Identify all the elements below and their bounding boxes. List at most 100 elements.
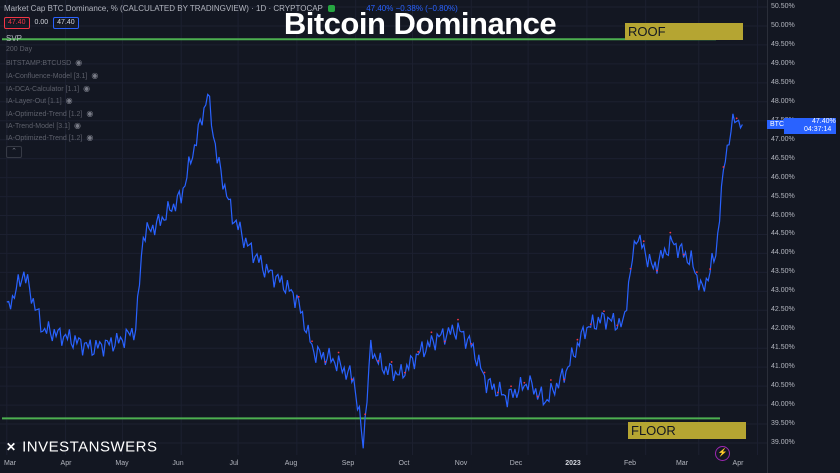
symbol-header: Market Cap BTC Dominance, % (CALCULATED …: [4, 4, 458, 13]
trend-marker: [470, 342, 473, 345]
symbol-description[interactable]: Market Cap BTC Dominance, % (CALCULATED …: [4, 4, 323, 13]
trend-marker: [350, 378, 353, 381]
price-tick-label: 48.00%: [771, 97, 795, 105]
price-tick-label: 40.00%: [771, 401, 795, 409]
trend-marker: [563, 378, 566, 381]
price-tick-label: 39.50%: [771, 420, 795, 428]
svp-indicator[interactable]: SVP: [6, 34, 23, 43]
trend-marker: [642, 240, 645, 243]
price-tick-label: 44.00%: [771, 249, 795, 257]
eye-icon[interactable]: ◉: [83, 84, 91, 93]
indicator-item[interactable]: IA-DCA-Calculator [1.1] ◉: [6, 84, 90, 93]
time-tick-label: May: [115, 460, 129, 467]
price-tick-label: 50.50%: [771, 3, 795, 10]
price-tick-label: 48.50%: [771, 78, 795, 86]
price-tick-label: 40.50%: [771, 382, 795, 390]
price-tick-label: 49.00%: [771, 59, 795, 67]
eye-icon[interactable]: ◉: [73, 121, 81, 130]
time-tick-label: Sep: [341, 460, 355, 467]
time-tick-label: Dec: [509, 460, 523, 467]
trend-marker: [656, 269, 658, 272]
eye-icon[interactable]: ◉: [75, 58, 83, 67]
trend-marker: [709, 268, 712, 270]
trend-marker: [443, 340, 446, 343]
indicator-label: IA-Optimized-Trend [1.2]: [6, 135, 83, 142]
indicator-item[interactable]: IA-Trend-Model [3.1] ◉: [6, 121, 81, 130]
trend-marker: [616, 324, 619, 327]
collapse-legend-button[interactable]: ⌃: [6, 146, 22, 158]
last-price-value: 47.40%: [812, 118, 836, 125]
time-tick-label: Mar: [675, 460, 689, 467]
buy-price-button[interactable]: 47.40: [53, 17, 79, 29]
trend-marker: [390, 361, 393, 363]
trend-marker: [430, 331, 433, 334]
lightning-icon[interactable]: ⚡: [715, 446, 730, 461]
trend-marker: [324, 360, 327, 363]
trend-marker: [337, 351, 340, 354]
price-tick-label: 43.50%: [771, 268, 795, 276]
indicator-item[interactable]: BITSTAMP:BTCUSD ◉: [6, 58, 82, 67]
price-tick-label: 41.00%: [771, 363, 795, 371]
floor-label: FLOOR: [628, 422, 746, 439]
price-tick-label: 49.50%: [771, 40, 795, 48]
trend-marker: [417, 350, 420, 353]
indicator-item[interactable]: 200 Day: [6, 46, 32, 53]
time-tick-label: Nov: [454, 460, 468, 467]
time-tick-label: Aug: [284, 460, 298, 467]
time-tick-label: Mar: [3, 460, 17, 467]
time-tick-label: Feb: [623, 460, 637, 467]
price-tick-label: 39.00%: [771, 439, 795, 446]
trend-marker: [377, 360, 380, 362]
price-tick-label: 47.00%: [771, 135, 795, 143]
price-tick-label: 42.50%: [771, 306, 795, 314]
last-price-badge: 47.40% 04:37:14: [784, 118, 836, 134]
trend-marker: [496, 391, 499, 394]
brand-mark-icon: ✕: [6, 439, 17, 454]
eye-icon[interactable]: ◉: [86, 109, 94, 118]
indicator-item[interactable]: IA-Optimized-Trend [1.2] ◉: [6, 109, 93, 118]
trend-marker: [457, 318, 459, 321]
time-tick-label: Apr: [60, 460, 72, 467]
trend-marker: [404, 371, 406, 374]
market-status-icon: [327, 5, 335, 13]
trend-marker: [695, 271, 698, 274]
trend-marker: [589, 323, 592, 326]
indicator-label: IA-Trend-Model [3.1]: [6, 123, 70, 130]
eye-icon[interactable]: ◉: [86, 133, 94, 142]
price-axis[interactable]: [767, 0, 840, 473]
price-tick-label: 42.00%: [771, 325, 795, 333]
price-tick-label: 41.50%: [771, 344, 795, 352]
trend-marker: [364, 413, 366, 416]
sell-price-button[interactable]: 47.40: [4, 17, 30, 29]
price-tick-label: 43.00%: [771, 287, 795, 295]
indicator-label: 200 Day: [6, 46, 33, 53]
indicator-label: IA-Layer-Out [1.1]: [6, 98, 62, 105]
indicator-item[interactable]: IA-Optimized-Trend [1.2] ◉: [6, 133, 93, 142]
roof-label: ROOF: [625, 23, 743, 40]
eye-icon[interactable]: ◉: [91, 71, 99, 80]
time-tick-label: 2023: [565, 460, 581, 467]
price-tick-label: 45.50%: [771, 192, 795, 200]
indicator-label: IA-Confluence-Model [3.1]: [6, 73, 88, 80]
brand-name: INVESTANSWERS: [22, 438, 158, 456]
eye-icon[interactable]: ◉: [65, 96, 73, 105]
trend-marker: [576, 338, 579, 341]
indicator-item[interactable]: IA-Confluence-Model [3.1] ◉: [6, 71, 98, 80]
trend-marker: [297, 295, 300, 298]
price-tick-label: 46.50%: [771, 154, 795, 162]
price-change: 47.40% −0.38% (−0.80%): [366, 4, 458, 13]
trend-marker: [735, 117, 738, 120]
price-tick-label: 46.00%: [771, 173, 795, 181]
time-tick-label: Oct: [398, 460, 410, 467]
trend-marker: [311, 340, 313, 343]
dominance-series-line[interactable]: [6, 93, 743, 449]
indicator-item[interactable]: IA-Layer-Out [1.1] ◉: [6, 96, 73, 105]
bar-countdown: 04:37:14: [804, 126, 832, 133]
indicator-label: IA-DCA-Calculator [1.1]: [6, 86, 80, 93]
price-tick-label: 50.00%: [771, 21, 795, 29]
brand-logo: ✕ INVESTANSWERS: [6, 438, 157, 456]
trend-marker: [523, 381, 526, 384]
trend-marker: [722, 166, 725, 168]
time-tick-label: Jul: [229, 460, 239, 467]
